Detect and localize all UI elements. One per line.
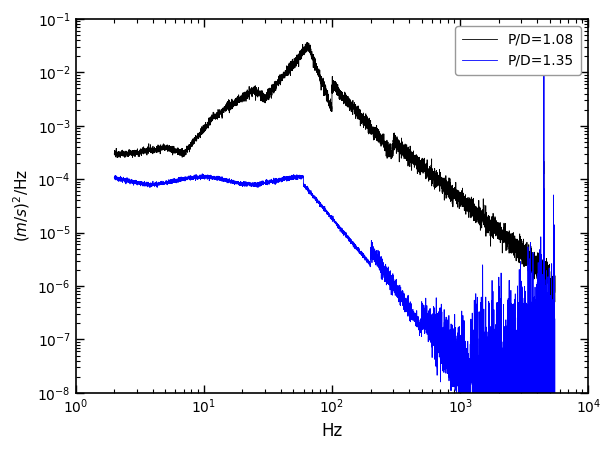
P/D=1.08 (473, 216, 480, 221)
P/D=1.08 (279, 75, 286, 80)
P/D=1.35 (308, 192, 315, 197)
P/D=1.35 (277, 177, 284, 183)
Legend: P/D=1.08, P/D=1.35: P/D=1.08, P/D=1.35 (455, 26, 581, 75)
P/D=1.08 (551, 299, 559, 304)
P/D=1.35 (215, 176, 223, 181)
Y-axis label: $(m/s)^2$/Hz: $(m/s)^2$/Hz (11, 170, 32, 242)
P/D=1.08 (191, 141, 198, 146)
P/D=1.08 (111, 152, 118, 157)
P/D=1.35 (551, 399, 559, 404)
P/D=1.35 (111, 175, 118, 180)
X-axis label: Hz: Hz (321, 422, 343, 440)
P/D=1.35 (540, 70, 548, 76)
P/D=1.08 (397, 146, 405, 152)
Line: P/D=1.08: P/D=1.08 (114, 42, 555, 306)
Line: P/D=1.35: P/D=1.35 (114, 73, 555, 451)
P/D=1.35 (213, 176, 220, 181)
P/D=1.08 (375, 127, 382, 132)
P/D=1.35 (218, 178, 225, 183)
P/D=1.08 (304, 40, 311, 45)
P/D=1.08 (547, 304, 554, 309)
P/D=1.08 (439, 187, 447, 192)
